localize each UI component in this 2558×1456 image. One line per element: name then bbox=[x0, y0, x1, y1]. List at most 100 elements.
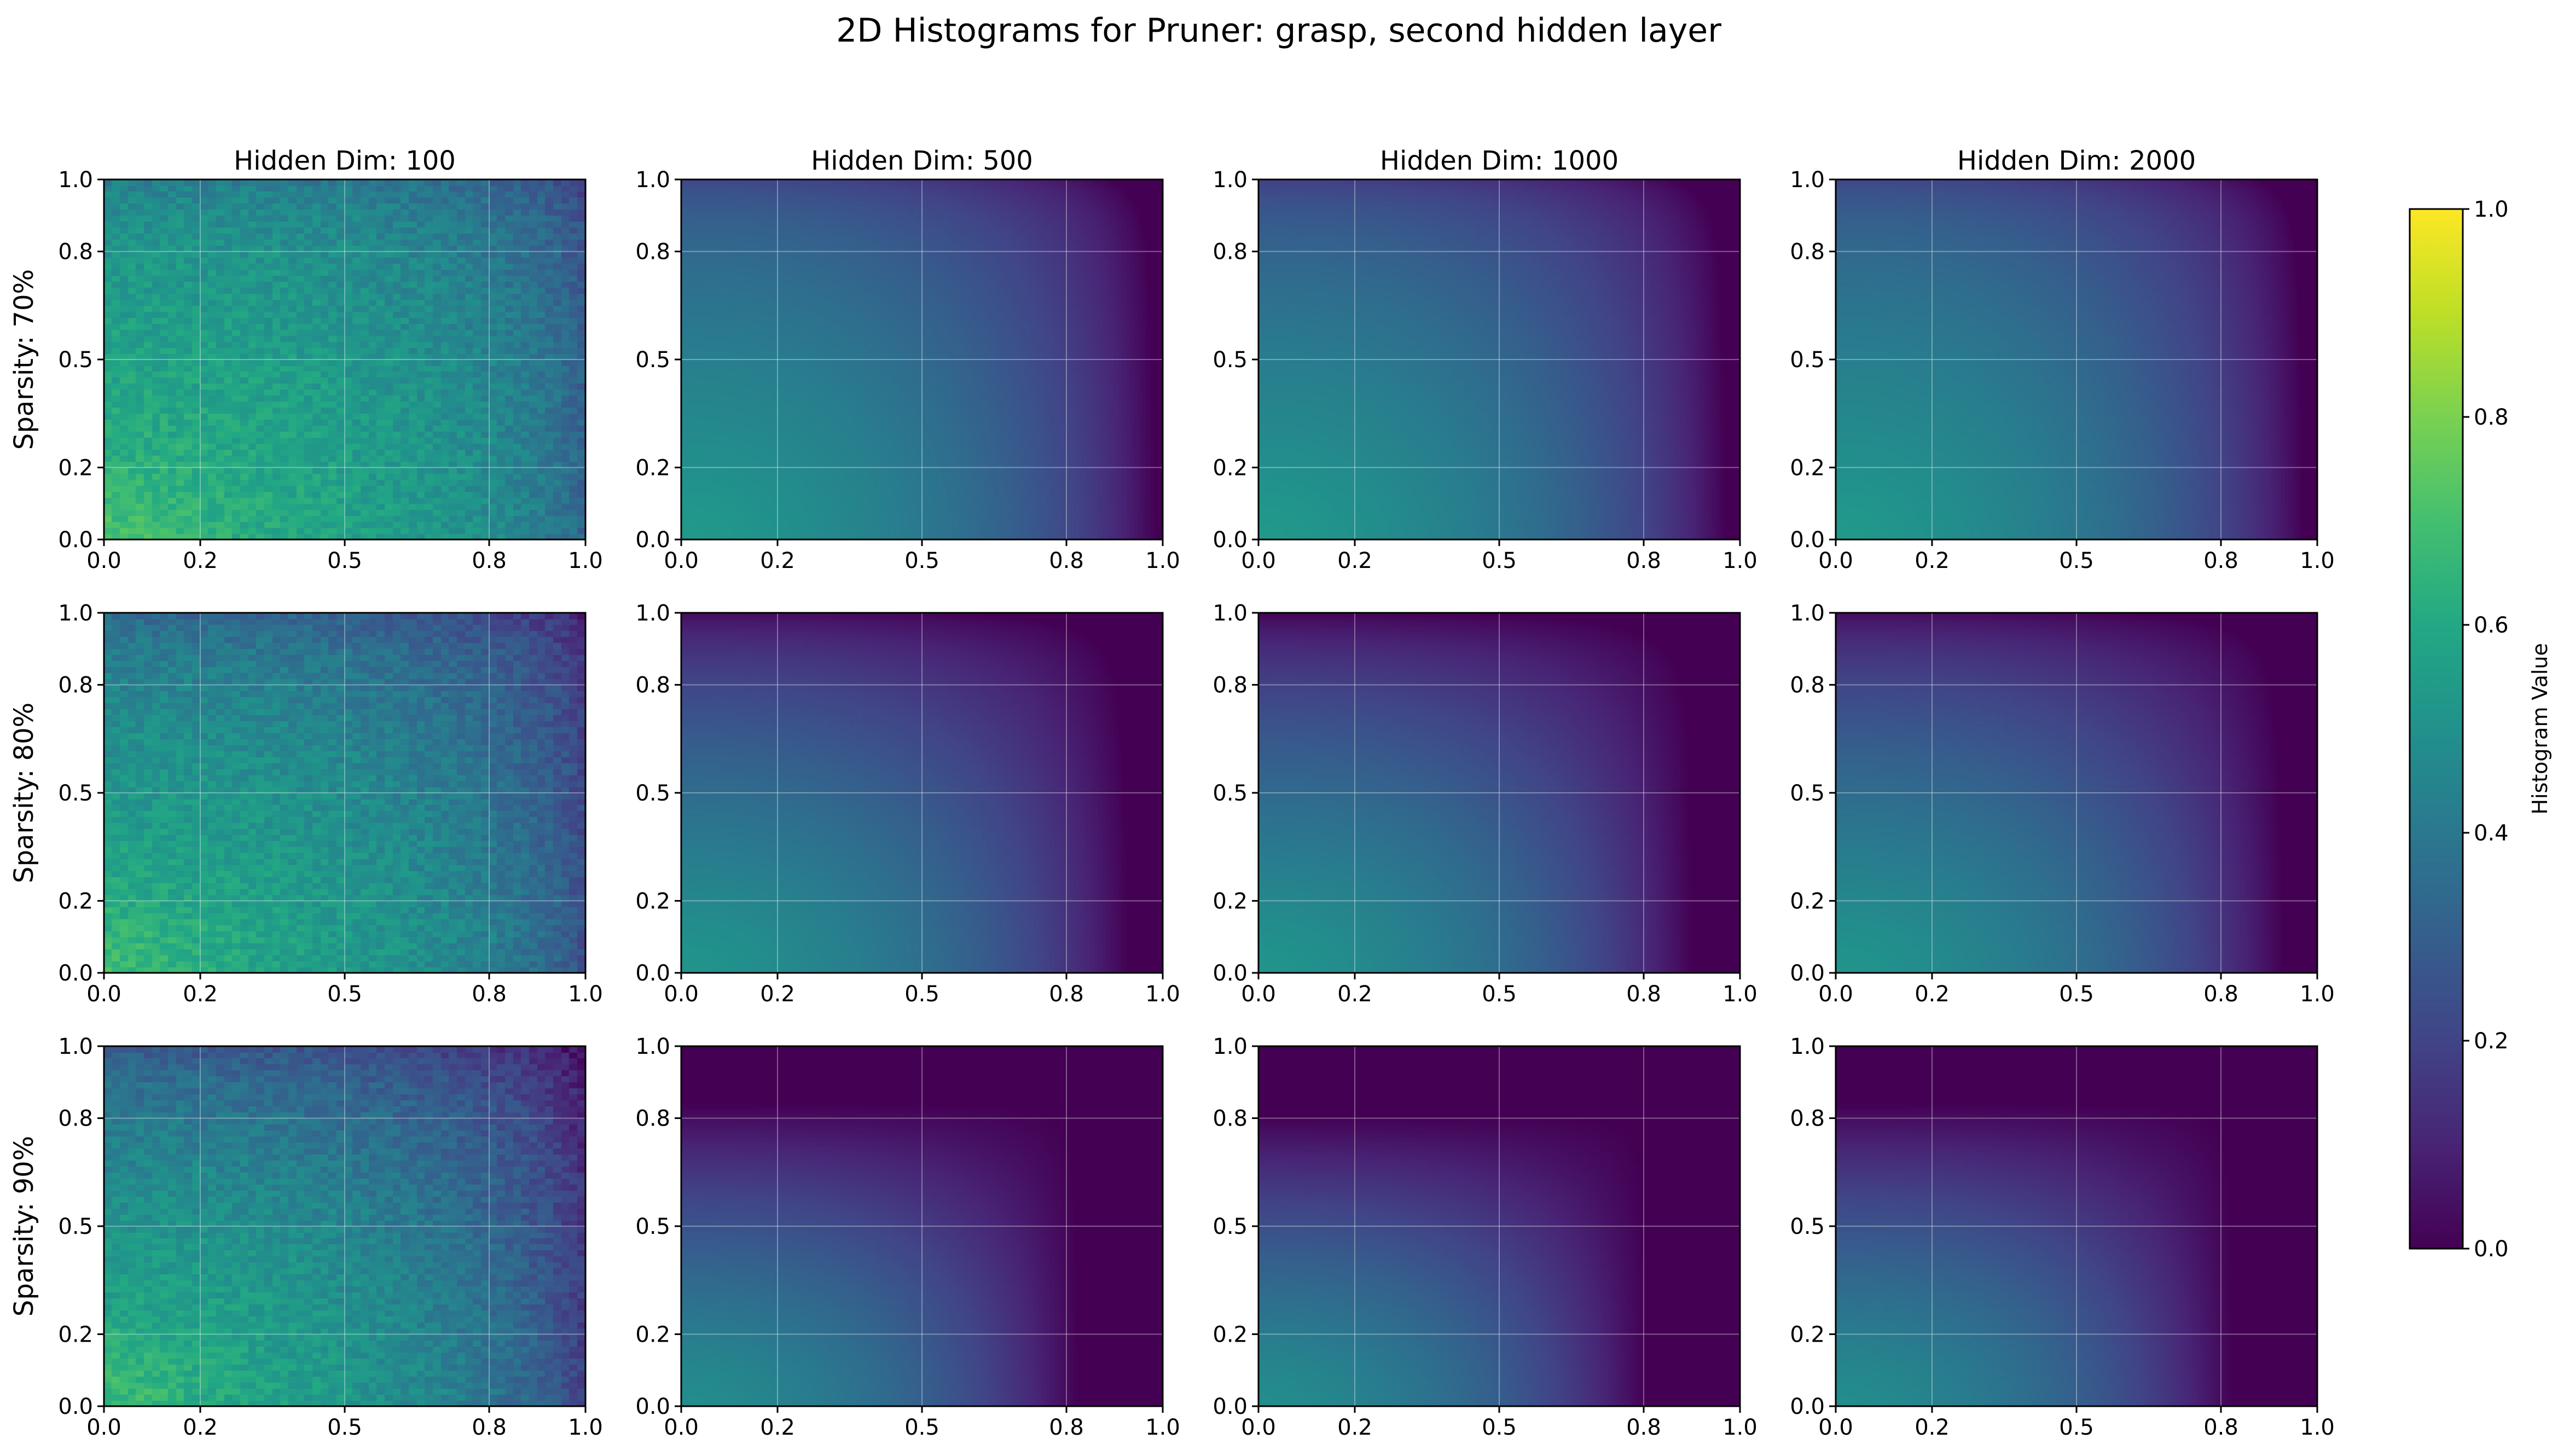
y-tick-label: 0.0 bbox=[635, 961, 670, 986]
y-tick-label: 0.2 bbox=[58, 455, 93, 480]
row-label: Sparsity: 80% bbox=[9, 703, 39, 883]
x-tick-label: 0.5 bbox=[1482, 982, 1517, 1007]
y-tick-label: 0.2 bbox=[635, 455, 670, 480]
column-title: Hidden Dim: 1000 bbox=[1380, 146, 1619, 176]
colorbar-ticks: 0.0 0.2 0.4 0.6 0.8 1.0 bbox=[2463, 197, 2509, 1262]
x-tick-label: 0.2 bbox=[760, 548, 795, 573]
x-tick-label: 0.0 bbox=[86, 1415, 121, 1440]
y-tick-label: 0.2 bbox=[1213, 1322, 1248, 1347]
y-tick-label: 1.0 bbox=[1213, 167, 1248, 193]
heatmap-panel-r2-c0: 0.0 0.2 0.5 0.8 1.0 0.0 0.2 0.5 0.8 1.0 Sparsity: … bbox=[9, 1034, 603, 1440]
x-tick-label: 0.8 bbox=[2203, 548, 2238, 573]
heatmap-panel-r2-c3: 0.0 0.2 0.5 0.8 1.0 0.0 0.2 0.5 0.8 1.0 bbox=[1790, 1034, 2334, 1440]
x-tick-label: 0.5 bbox=[2059, 982, 2094, 1007]
x-tick-label: 0.2 bbox=[1915, 982, 1950, 1007]
y-tick-label: 0.5 bbox=[58, 347, 93, 373]
y-tick-label: 0.0 bbox=[58, 961, 93, 986]
x-tick-label: 0.2 bbox=[760, 1415, 795, 1440]
colorbar-tick-label: 0.4 bbox=[2474, 821, 2509, 846]
heatmap-image bbox=[1258, 179, 1740, 540]
y-tick-label: 1.0 bbox=[635, 167, 670, 193]
colorbar-tick-label: 0.8 bbox=[2474, 405, 2509, 430]
x-tick-label: 0.5 bbox=[904, 548, 939, 573]
x-tick-label: 0.8 bbox=[1626, 982, 1661, 1007]
x-tick-label: 0.0 bbox=[664, 1415, 699, 1440]
heatmap-panel-r1-c3: 0.0 0.2 0.5 0.8 1.0 0.0 0.2 0.5 0.8 1.0 bbox=[1790, 601, 2334, 1007]
y-tick-label: 0.0 bbox=[1790, 527, 1825, 553]
column-title: Hidden Dim: 100 bbox=[234, 146, 456, 176]
x-tick-label: 0.0 bbox=[1241, 548, 1276, 573]
colorbar: 0.0 0.2 0.4 0.6 0.8 1.0 Histogram Value bbox=[2409, 197, 2552, 1262]
x-tick-label: 0.8 bbox=[1049, 982, 1084, 1007]
y-tick-label: 0.8 bbox=[58, 240, 93, 265]
y-tick-label: 0.2 bbox=[1790, 889, 1825, 914]
y-tick-label: 0.5 bbox=[1213, 1214, 1248, 1239]
y-tick-label: 0.2 bbox=[1213, 889, 1248, 914]
y-tick-label: 0.8 bbox=[1790, 673, 1825, 698]
column-title: Hidden Dim: 500 bbox=[811, 146, 1033, 176]
y-tick-label: 1.0 bbox=[58, 601, 93, 626]
heatmap-panel-r2-c2: 0.0 0.2 0.5 0.8 1.0 0.0 0.2 0.5 0.8 1.0 bbox=[1213, 1034, 1757, 1440]
x-tick-label: 0.0 bbox=[664, 982, 699, 1007]
colorbar-tick-label: 1.0 bbox=[2474, 197, 2509, 222]
x-tick-label: 0.8 bbox=[1049, 548, 1084, 573]
y-tick-label: 0.8 bbox=[635, 1106, 670, 1132]
x-tick-label: 0.5 bbox=[1482, 1415, 1517, 1440]
x-tick-label: 0.0 bbox=[1818, 982, 1853, 1007]
y-tick-label: 1.0 bbox=[1213, 601, 1248, 626]
x-tick-label: 1.0 bbox=[1722, 548, 1757, 573]
x-tick-label: 1.0 bbox=[568, 982, 603, 1007]
y-tick-label: 0.8 bbox=[58, 1106, 93, 1132]
heatmap-image bbox=[1258, 1046, 1740, 1406]
y-tick-label: 1.0 bbox=[1213, 1034, 1248, 1059]
x-tick-label: 0.0 bbox=[1241, 982, 1276, 1007]
y-tick-label: 0.5 bbox=[635, 1214, 670, 1239]
heatmap-panel-r1-c2: 0.0 0.2 0.5 0.8 1.0 0.0 0.2 0.5 0.8 1.0 bbox=[1213, 601, 1757, 1007]
x-tick-label: 0.8 bbox=[1049, 1415, 1084, 1440]
y-tick-label: 0.2 bbox=[1790, 455, 1825, 480]
y-tick-label: 0.8 bbox=[1213, 673, 1248, 698]
x-tick-label: 0.2 bbox=[183, 982, 218, 1007]
y-tick-label: 0.5 bbox=[1790, 1214, 1825, 1239]
y-tick-label: 0.8 bbox=[1790, 240, 1825, 265]
y-tick-label: 1.0 bbox=[58, 167, 93, 193]
heatmap-panel-r0-c1: 0.0 0.2 0.5 0.8 1.0 0.0 0.2 0.5 0.8 1.0 Hidden Dim… bbox=[635, 146, 1180, 573]
figure-title: 2D Histograms for Pruner: grasp, second … bbox=[836, 11, 1721, 50]
x-tick-label: 0.5 bbox=[2059, 548, 2094, 573]
x-tick-label: 0.8 bbox=[472, 1415, 507, 1440]
y-tick-label: 0.8 bbox=[635, 240, 670, 265]
y-tick-label: 0.8 bbox=[1790, 1106, 1825, 1132]
y-tick-label: 0.5 bbox=[635, 347, 670, 373]
x-tick-label: 0.0 bbox=[664, 548, 699, 573]
y-tick-label: 1.0 bbox=[1790, 1034, 1825, 1059]
row-label: Sparsity: 70% bbox=[9, 269, 39, 450]
row-label: Sparsity: 90% bbox=[9, 1136, 39, 1316]
x-tick-label: 0.2 bbox=[1337, 1415, 1372, 1440]
heatmap-image bbox=[104, 613, 585, 973]
x-tick-label: 0.8 bbox=[2203, 982, 2238, 1007]
y-tick-label: 0.0 bbox=[1213, 527, 1248, 553]
heatmap-image bbox=[681, 613, 1163, 973]
y-tick-label: 0.0 bbox=[1790, 1394, 1825, 1419]
y-tick-label: 0.0 bbox=[1213, 961, 1248, 986]
x-tick-label: 1.0 bbox=[2300, 548, 2335, 573]
x-tick-label: 1.0 bbox=[2300, 1415, 2335, 1440]
x-tick-label: 1.0 bbox=[1145, 548, 1180, 573]
x-tick-label: 1.0 bbox=[1145, 1415, 1180, 1440]
y-tick-label: 0.5 bbox=[1790, 347, 1825, 373]
y-tick-label: 1.0 bbox=[58, 1034, 93, 1059]
heatmap-panel-r1-c0: 0.0 0.2 0.5 0.8 1.0 0.0 0.2 0.5 0.8 1.0 Sparsity: … bbox=[9, 601, 603, 1007]
heatmap-panel-r0-c0: 0.0 0.2 0.5 0.8 1.0 0.0 0.2 0.5 0.8 1.0 Hidden Dim… bbox=[9, 146, 603, 573]
y-tick-label: 0.8 bbox=[58, 673, 93, 698]
x-tick-label: 1.0 bbox=[1145, 982, 1180, 1007]
y-tick-label: 0.0 bbox=[635, 527, 670, 553]
x-tick-label: 0.5 bbox=[1482, 548, 1517, 573]
x-tick-label: 0.5 bbox=[904, 982, 939, 1007]
colorbar-tick-label: 0.0 bbox=[2474, 1237, 2509, 1262]
y-tick-label: 0.0 bbox=[58, 1394, 93, 1419]
x-tick-label: 0.2 bbox=[1337, 982, 1372, 1007]
x-tick-label: 0.0 bbox=[1818, 1415, 1853, 1440]
x-tick-label: 0.2 bbox=[183, 548, 218, 573]
y-tick-label: 0.8 bbox=[1213, 240, 1248, 265]
